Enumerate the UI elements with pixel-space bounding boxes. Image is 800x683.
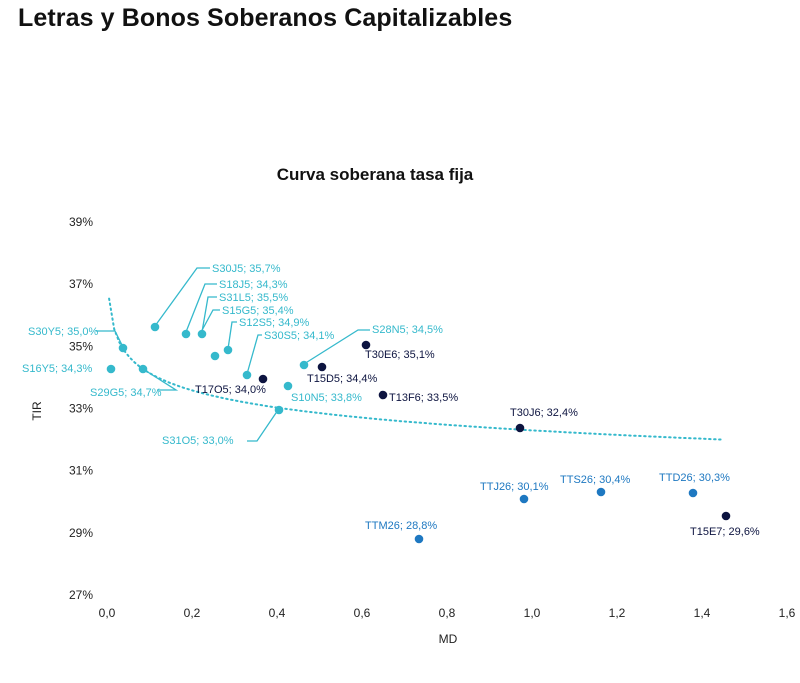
label-ttj26: TTJ26; 30,1% xyxy=(480,481,549,493)
x-tick-label: 1,0 xyxy=(524,606,541,620)
point-s12s5 xyxy=(223,345,233,355)
point-s31l5 xyxy=(197,329,207,339)
leader-s28n5 xyxy=(303,329,370,365)
leader-s18j5 xyxy=(185,283,217,333)
x-axis-ticks: 0,0 0,2 0,4 0,6 0,8 1,0 1,2 1,4 1,6 xyxy=(99,606,796,620)
point-s28n5 xyxy=(299,360,309,370)
y-axis-ticks: 27% 29% 31% 33% 35% 37% 39% xyxy=(69,215,93,602)
y-axis-label: TIR xyxy=(30,401,44,421)
leader-s15g5 xyxy=(199,309,220,335)
x-tick-label: 0,6 xyxy=(354,606,371,620)
point-s30y5 xyxy=(118,343,128,353)
x-tick-label: 1,6 xyxy=(779,606,796,620)
page-title: Letras y Bonos Soberanos Capitalizables xyxy=(18,4,513,32)
x-tick-label: 0,4 xyxy=(269,606,286,620)
point-s30j5 xyxy=(150,322,160,332)
label-t30e6: T30E6; 35,1% xyxy=(365,349,435,361)
chart-title: Curva soberana tasa fija xyxy=(277,165,474,184)
leader-s31l5 xyxy=(201,296,217,333)
label-t30j6: T30J6; 32,4% xyxy=(510,407,578,419)
label-s30y5: S30Y5; 35,0% xyxy=(28,326,99,338)
label-s28n5: S28N5; 34,5% xyxy=(372,324,443,336)
x-tick-label: 1,2 xyxy=(609,606,626,620)
y-tick-label: 39% xyxy=(69,215,93,229)
point-t17o5 xyxy=(258,374,268,384)
point-s29g5 xyxy=(138,364,148,374)
point-t30j6 xyxy=(515,423,525,433)
leader-s30s5 xyxy=(246,334,262,375)
point-ttj26 xyxy=(519,494,529,504)
label-s18j5: S18J5; 34,3% xyxy=(219,279,288,291)
point-s31o5 xyxy=(274,405,284,415)
point-t13f6 xyxy=(378,390,388,400)
label-leader-lines xyxy=(96,267,370,442)
y-tick-label: 31% xyxy=(69,464,93,478)
leader-s29g5 xyxy=(142,368,179,391)
label-s10n5: S10N5; 33,8% xyxy=(291,392,362,404)
label-s31l5: S31L5; 35,5% xyxy=(219,292,288,304)
x-tick-label: 0,0 xyxy=(99,606,116,620)
y-tick-label: 35% xyxy=(69,339,93,353)
label-tts26: TTS26; 30,4% xyxy=(560,474,631,486)
label-s16y5: S16Y5; 34,3% xyxy=(22,363,93,375)
point-t15d5 xyxy=(317,362,327,372)
label-t15e7: T15E7; 29,6% xyxy=(690,526,760,538)
label-s31o5: S31O5; 33,0% xyxy=(162,435,234,447)
trendline xyxy=(108,297,725,441)
x-tick-label: 0,2 xyxy=(184,606,201,620)
point-s10n5 xyxy=(283,381,293,391)
point-tts26 xyxy=(596,487,606,497)
x-tick-label: 0,8 xyxy=(439,606,456,620)
data-labels: S16Y5; 34,3% S30Y5; 35,0% S29G5; 34,7% S30J… xyxy=(22,263,760,538)
label-s30j5: S30J5; 35,7% xyxy=(212,263,281,275)
label-s29g5: S29G5; 34,7% xyxy=(90,387,162,399)
data-points xyxy=(106,322,731,544)
y-tick-label: 29% xyxy=(69,526,93,540)
point-ttd26 xyxy=(688,488,698,498)
y-tick-label: 33% xyxy=(69,402,93,416)
leader-s31o5 xyxy=(247,409,279,442)
point-s30s5 xyxy=(242,370,252,380)
label-s12s5: S12S5; 34,9% xyxy=(239,317,310,329)
label-ttd26: TTD26; 30,3% xyxy=(659,472,730,484)
y-tick-label: 37% xyxy=(69,277,93,291)
label-t15d5: T15D5; 34,4% xyxy=(307,373,378,385)
label-s30s5: S30S5; 34,1% xyxy=(264,330,335,342)
label-t13f6: T13F6; 33,5% xyxy=(389,392,458,404)
leader-s30y5 xyxy=(96,330,123,346)
label-ttm26: TTM26; 28,8% xyxy=(365,520,437,532)
x-axis-label: MD xyxy=(439,632,458,646)
x-tick-label: 1,4 xyxy=(694,606,711,620)
point-t15e7 xyxy=(721,511,731,521)
y-tick-label: 27% xyxy=(69,588,93,602)
label-s15g5: S15G5; 35,4% xyxy=(222,305,294,317)
point-ttm26 xyxy=(414,534,424,544)
point-s18j5 xyxy=(181,329,191,339)
leader-s30j5 xyxy=(154,267,210,327)
point-s16y5 xyxy=(106,364,116,374)
point-s15g5 xyxy=(210,351,220,361)
label-t17o5: T17O5; 34,0% xyxy=(195,384,266,396)
point-t30e6 xyxy=(361,340,371,350)
leader-s12s5 xyxy=(227,321,237,350)
